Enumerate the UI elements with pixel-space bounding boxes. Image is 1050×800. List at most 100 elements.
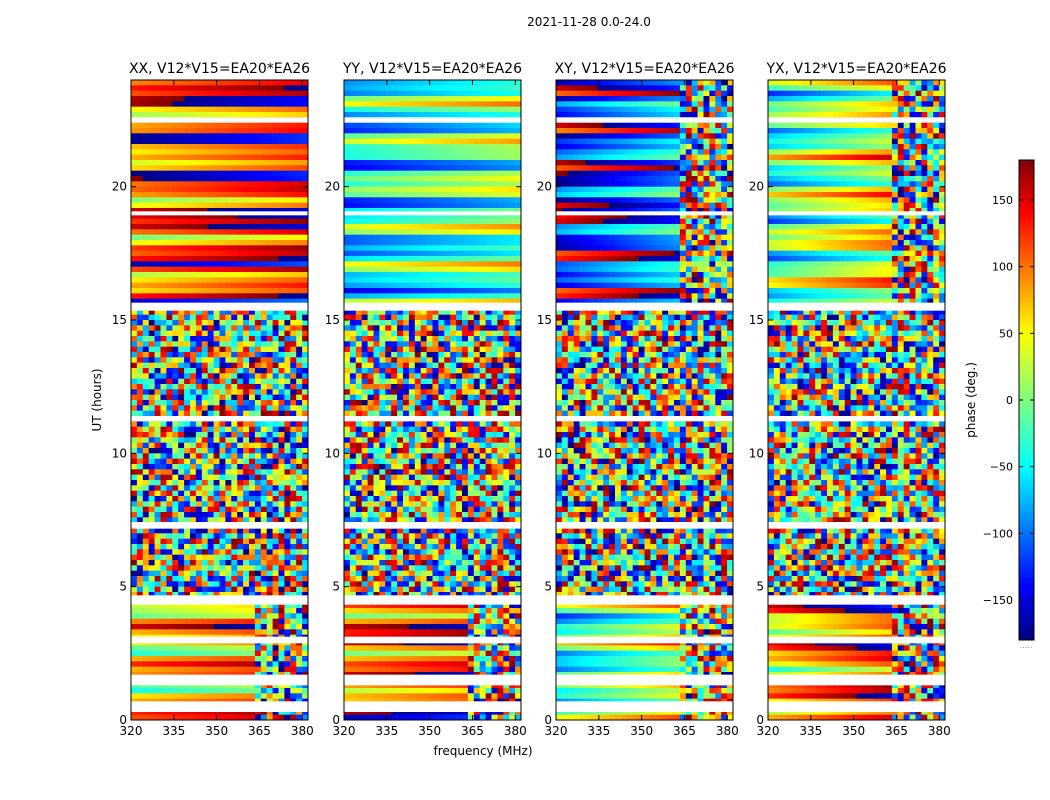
flag-gap bbox=[131, 211, 308, 216]
panel-4: YX, V12*V15=EA20*EA26 320 335 350 365 380 0 5 10… bbox=[749, 61, 951, 738]
x-tick-label: 320 bbox=[757, 724, 780, 738]
panels-group: XX, V12*V15=EA20*EA26 320 335 350 365 380 0 5 10… bbox=[112, 61, 951, 738]
colorbar: 150 100 50 0 −50 −100 −150 phase (deg.) ..... bbox=[964, 159, 1035, 650]
heatmap-cells bbox=[131, 80, 309, 721]
heatmap-cells bbox=[556, 80, 734, 721]
x-tick-label: 380 bbox=[291, 724, 314, 738]
flag-gap bbox=[556, 211, 733, 216]
x-tick-label: 365 bbox=[885, 724, 908, 738]
panel-frame bbox=[343, 79, 522, 721]
y-tick-label: 5 bbox=[119, 580, 127, 594]
colorbar-tick-label: 0 bbox=[1006, 394, 1013, 407]
flag-gap bbox=[556, 522, 733, 529]
y-tick-label: 0 bbox=[119, 713, 127, 727]
heatmap-cells bbox=[768, 80, 946, 721]
flag-gap bbox=[768, 416, 945, 422]
x-tick-label: 335 bbox=[799, 724, 822, 738]
flag-gap bbox=[556, 636, 733, 644]
x-tick-label: 320 bbox=[120, 724, 143, 738]
panel-title: XX, V12*V15=EA20*EA26 bbox=[129, 61, 310, 77]
y-tick-label: 10 bbox=[537, 446, 552, 460]
y-tick-label: 0 bbox=[544, 713, 552, 727]
flag-gap bbox=[344, 211, 521, 216]
y-tick-label: 20 bbox=[749, 180, 764, 194]
flag-gap bbox=[344, 416, 521, 422]
x-tick-label: 380 bbox=[716, 724, 739, 738]
figure-title: 2021-11-28 0.0-24.0 bbox=[527, 15, 651, 29]
colorbar-tick-label: 100 bbox=[992, 261, 1013, 274]
y-tick-label: 20 bbox=[537, 180, 552, 194]
colorbar-tick-label: −150 bbox=[983, 594, 1013, 607]
colorbar-tick-label: 50 bbox=[999, 327, 1013, 340]
flag-gap bbox=[768, 522, 945, 529]
x-tick-label: 380 bbox=[504, 724, 527, 738]
colorbar-ticks: 150 100 50 0 −50 −100 −150 bbox=[983, 194, 1034, 607]
flag-gap bbox=[131, 522, 308, 529]
x-tick-label: 365 bbox=[673, 724, 696, 738]
panel-title: YX, V12*V15=EA20*EA26 bbox=[765, 61, 946, 77]
panel-title: XY, V12*V15=EA20*EA26 bbox=[554, 61, 734, 77]
y-axis-label: UT (hours) bbox=[90, 368, 104, 431]
flag-gap bbox=[344, 117, 521, 123]
y-tick-label: 10 bbox=[325, 446, 340, 460]
colorbar-tick-label: −100 bbox=[983, 527, 1013, 540]
flag-gap bbox=[768, 211, 945, 216]
colorbar-bottom-mark: ..... bbox=[1020, 641, 1033, 650]
y-tick-label: 20 bbox=[112, 180, 127, 194]
x-tick-label: 350 bbox=[418, 724, 441, 738]
panel-frame bbox=[130, 79, 309, 721]
panel-3: XY, V12*V15=EA20*EA26 320 335 350 365 380 0 5 10… bbox=[537, 61, 739, 738]
y-tick-label: 15 bbox=[749, 313, 764, 327]
panel-2: YY, V12*V15=EA20*EA26 320 335 350 365 380 0 5 10… bbox=[325, 61, 527, 738]
flag-gap bbox=[131, 636, 308, 644]
flag-gap bbox=[344, 522, 521, 529]
x-tick-label: 335 bbox=[375, 724, 398, 738]
y-tick-label: 5 bbox=[544, 580, 552, 594]
flag-gap bbox=[556, 701, 733, 712]
flag-gap bbox=[768, 636, 945, 644]
x-tick-label: 335 bbox=[162, 724, 185, 738]
y-tick-label: 15 bbox=[325, 313, 340, 327]
flag-gap bbox=[556, 674, 733, 686]
y-tick-label: 10 bbox=[749, 446, 764, 460]
y-tick-label: 0 bbox=[332, 713, 340, 727]
panel-frame bbox=[555, 79, 734, 721]
flag-gap bbox=[768, 701, 945, 712]
x-tick-label: 365 bbox=[248, 724, 271, 738]
flag-gap bbox=[768, 595, 945, 605]
flag-gap bbox=[344, 302, 521, 311]
y-tick-label: 15 bbox=[537, 313, 552, 327]
flag-gap bbox=[344, 701, 521, 712]
flag-gap bbox=[344, 674, 521, 686]
colorbar-tick-label: 150 bbox=[992, 194, 1013, 207]
panel-frame bbox=[767, 79, 946, 721]
y-tick-label: 20 bbox=[325, 180, 340, 194]
x-tick-label: 380 bbox=[928, 724, 951, 738]
flag-gap bbox=[131, 701, 308, 712]
y-tick-label: 15 bbox=[112, 313, 127, 327]
x-axis-label: frequency (MHz) bbox=[433, 744, 532, 758]
y-tick-label: 5 bbox=[332, 580, 340, 594]
flag-gap bbox=[131, 595, 308, 605]
flag-gap bbox=[131, 302, 308, 311]
flag-gap bbox=[344, 636, 521, 644]
y-tick-label: 0 bbox=[756, 713, 764, 727]
x-tick-label: 350 bbox=[630, 724, 653, 738]
flag-gap bbox=[768, 302, 945, 311]
y-tick-label: 10 bbox=[112, 446, 127, 460]
heatmap-cells bbox=[344, 80, 522, 721]
y-tick-label: 5 bbox=[756, 580, 764, 594]
x-tick-label: 320 bbox=[545, 724, 568, 738]
flag-gap bbox=[556, 117, 733, 123]
x-tick-label: 350 bbox=[205, 724, 228, 738]
colorbar-label: phase (deg.) bbox=[964, 362, 978, 438]
flag-gap bbox=[131, 117, 308, 123]
flag-gap bbox=[131, 674, 308, 686]
flag-gap bbox=[556, 302, 733, 311]
flag-gap bbox=[344, 595, 521, 605]
panel-title: YY, V12*V15=EA20*EA26 bbox=[342, 61, 522, 77]
x-tick-label: 320 bbox=[333, 724, 356, 738]
colorbar-tick-label: −50 bbox=[990, 461, 1013, 474]
flag-gap bbox=[768, 117, 945, 123]
